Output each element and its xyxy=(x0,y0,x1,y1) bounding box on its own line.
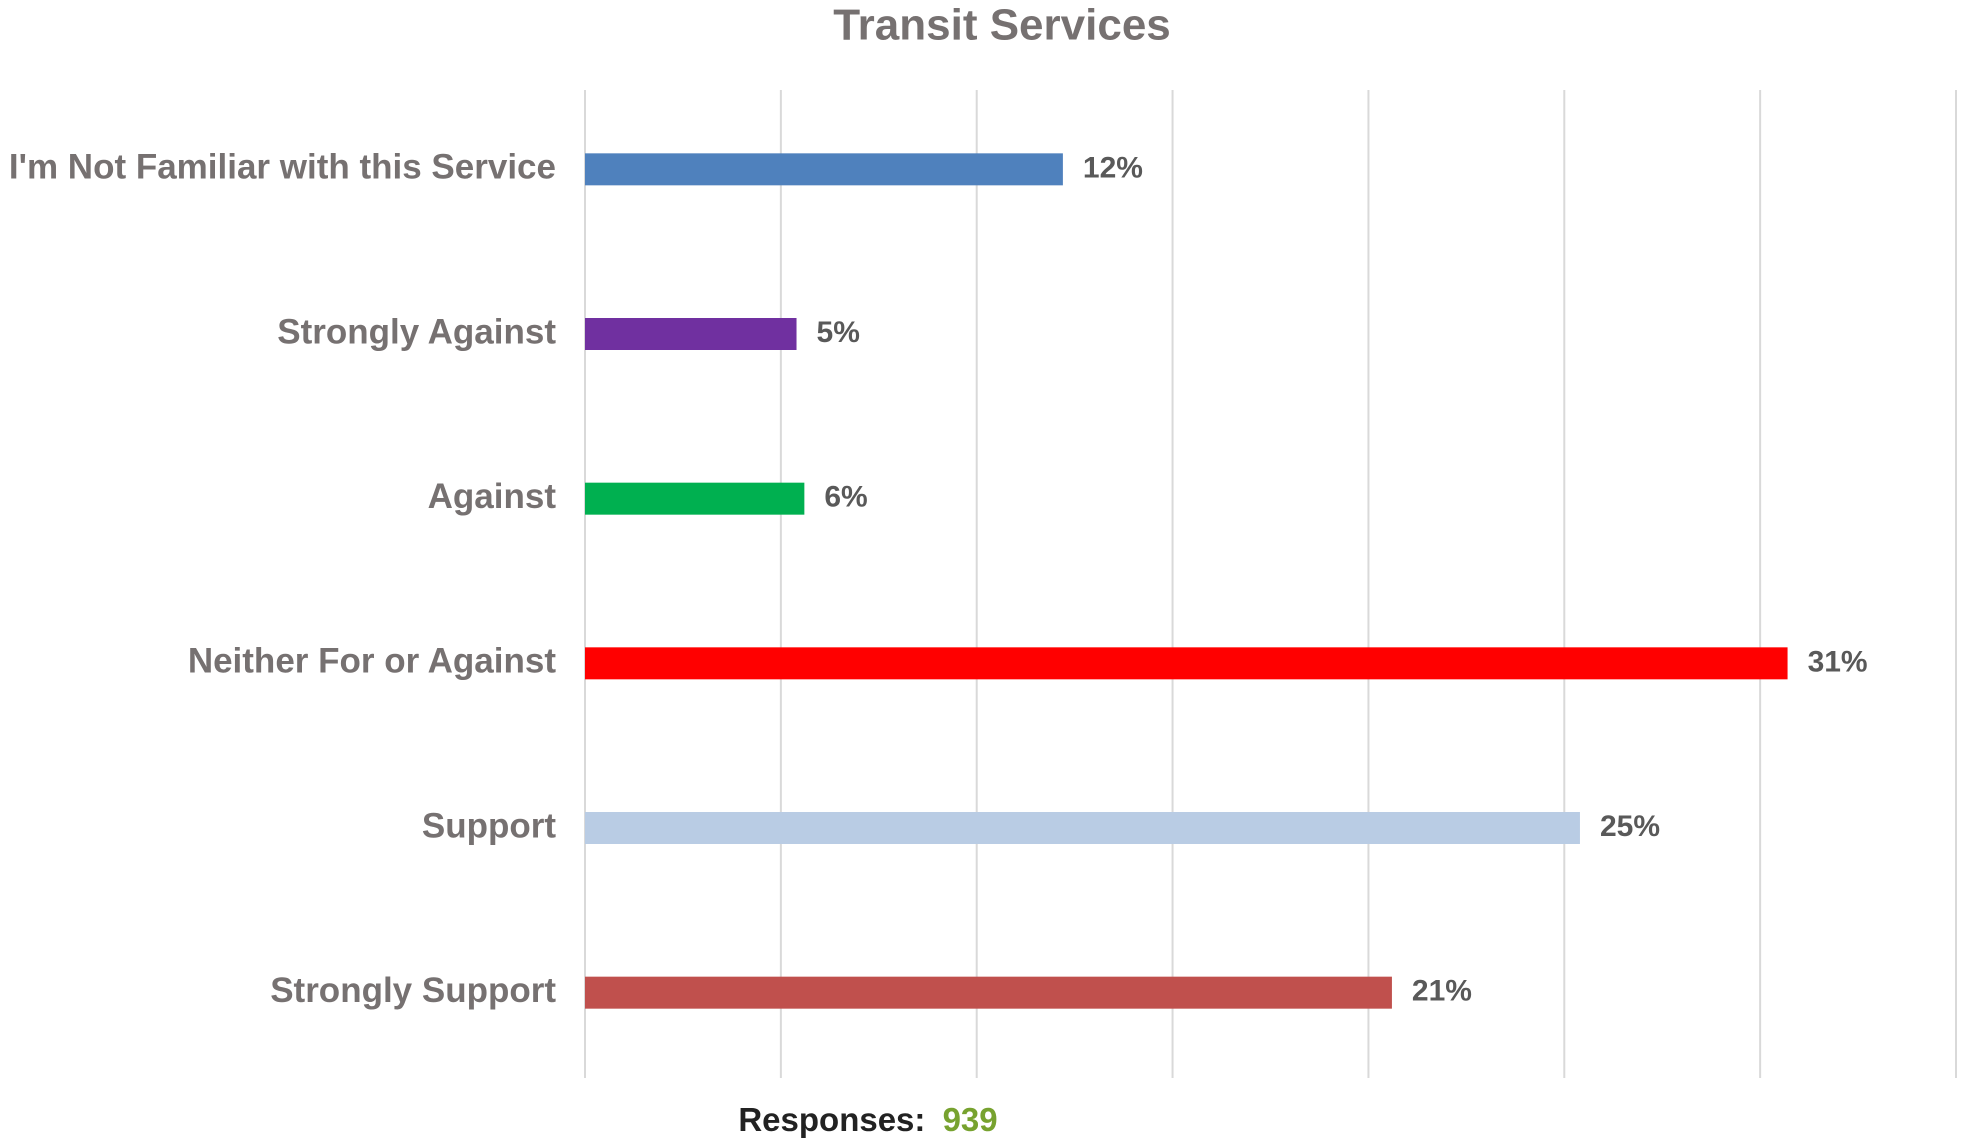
y-tick-label: I'm Not Familiar with this Service xyxy=(9,148,556,187)
bar xyxy=(585,482,805,515)
footer-label: Responses: xyxy=(738,1101,925,1138)
y-tick-label: Support xyxy=(422,806,556,845)
chart-title: Transit Services xyxy=(833,1,1171,50)
value-label: 6% xyxy=(824,481,867,514)
value-label: 31% xyxy=(1808,645,1868,678)
y-tick-label: Strongly Support xyxy=(270,971,556,1010)
bar xyxy=(585,976,1392,1009)
bar xyxy=(585,318,797,350)
y-tick-label: Neither For or Against xyxy=(188,642,557,681)
value-label: 5% xyxy=(817,316,860,349)
value-label: 25% xyxy=(1600,810,1660,843)
value-label: 21% xyxy=(1412,975,1472,1008)
bar xyxy=(585,153,1063,186)
y-tick-label: Strongly Against xyxy=(277,312,556,351)
footer-value: 939 xyxy=(943,1101,998,1138)
y-tick-label: Against xyxy=(428,477,557,516)
bar xyxy=(585,812,1580,844)
footer: Responses: 939 xyxy=(738,1101,997,1138)
bar xyxy=(585,647,1788,680)
value-label: 12% xyxy=(1083,151,1143,184)
